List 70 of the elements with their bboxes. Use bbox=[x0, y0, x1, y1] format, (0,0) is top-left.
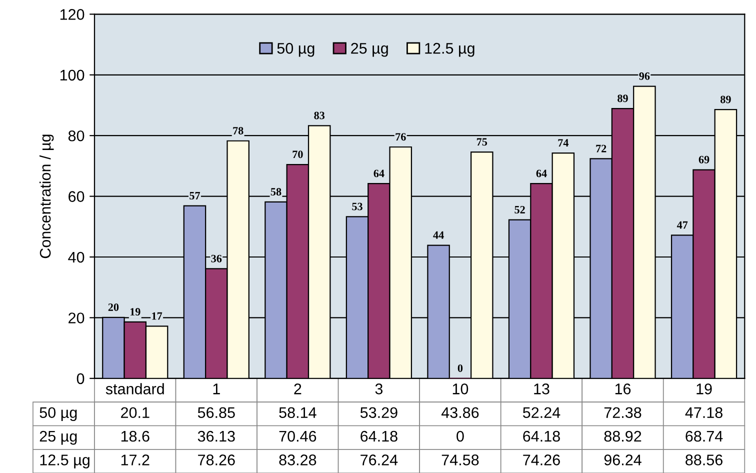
annotation: 64 bbox=[374, 170, 384, 178]
data-label: 0 bbox=[456, 430, 464, 442]
y-tick-label: 20 bbox=[68, 312, 84, 324]
data-label: 36.13 bbox=[198, 430, 235, 442]
x-tick-label: 19 bbox=[696, 384, 712, 394]
data-label: 47.18 bbox=[685, 407, 722, 418]
data-label: 76.24 bbox=[360, 454, 398, 466]
annotation: 89 bbox=[720, 96, 731, 104]
data-label: 68.74 bbox=[686, 430, 723, 442]
data-label: 88.92 bbox=[604, 430, 642, 442]
text: 25 µg bbox=[40, 430, 77, 445]
annotation: 20 bbox=[108, 303, 119, 311]
data-label: 53.29 bbox=[360, 407, 398, 418]
x-tick-label: standard bbox=[106, 383, 164, 394]
legend-label: 50 µg bbox=[277, 42, 314, 57]
y-axis-title: Concentration / µg bbox=[39, 134, 54, 258]
data-label: 64.18 bbox=[360, 430, 398, 442]
x-tick-label: 16 bbox=[615, 384, 631, 394]
x-tick-label: 10 bbox=[452, 384, 468, 394]
y-tick-label: 60 bbox=[68, 191, 84, 202]
data-label: 78.26 bbox=[198, 454, 235, 466]
y-tick-label: 40 bbox=[68, 252, 84, 263]
annotation: 19 bbox=[130, 308, 140, 316]
annotation: 75 bbox=[476, 138, 488, 146]
annotation: 44 bbox=[433, 231, 444, 239]
y-tick-label: 100 bbox=[60, 70, 84, 81]
annotation: 74 bbox=[558, 139, 569, 146]
data-label: 17.2 bbox=[121, 454, 150, 466]
y-tick-label: 0 bbox=[76, 373, 84, 384]
x-tick-label: 2 bbox=[294, 384, 302, 394]
annotation: 69 bbox=[698, 156, 710, 164]
data-label: 20.1 bbox=[121, 407, 150, 418]
data-label: 72.38 bbox=[604, 407, 642, 418]
annotation: 53 bbox=[352, 202, 362, 210]
data-label: 74.58 bbox=[442, 454, 479, 466]
annotation: 72 bbox=[596, 144, 606, 152]
data-label: 56.85 bbox=[198, 407, 235, 418]
annotation: 57 bbox=[190, 192, 200, 200]
data-label: 58.14 bbox=[279, 407, 316, 418]
data-label: 70.46 bbox=[279, 430, 316, 442]
data-label: 83.28 bbox=[279, 454, 316, 466]
x-tick-label: 1 bbox=[213, 384, 220, 394]
annotation: 36 bbox=[211, 254, 222, 262]
y-tick-label: 80 bbox=[68, 130, 84, 142]
annotation: 78 bbox=[233, 126, 244, 134]
data-label: 74.26 bbox=[523, 454, 560, 466]
x-tick-label: 3 bbox=[375, 384, 383, 394]
y-tick-label: 120 bbox=[60, 9, 84, 20]
annotation: 0 bbox=[458, 364, 463, 372]
data-label: 18.6 bbox=[121, 430, 150, 442]
annotation: 96 bbox=[639, 72, 650, 80]
data-label: 88.56 bbox=[686, 454, 722, 466]
data-label: 96.24 bbox=[604, 454, 642, 466]
data-label: 43.86 bbox=[441, 407, 479, 418]
annotation: 58 bbox=[270, 188, 282, 196]
data-label: 64.18 bbox=[523, 430, 560, 442]
legend-label: 25 µg bbox=[351, 42, 388, 57]
legend-label: 12.5 µg bbox=[425, 42, 474, 57]
x-tick-label: 13 bbox=[534, 384, 550, 394]
annotation: 76 bbox=[396, 133, 406, 141]
text: 50 µg bbox=[40, 407, 77, 422]
annotation: 47 bbox=[676, 221, 688, 229]
annotation: 17 bbox=[152, 312, 162, 320]
text: 12.5 µg bbox=[40, 454, 90, 468]
data-label: 52.24 bbox=[522, 407, 560, 418]
annotation: 89 bbox=[618, 94, 628, 102]
annotation: 70 bbox=[292, 150, 303, 158]
annotation: 83 bbox=[314, 112, 325, 120]
annotation: 52 bbox=[514, 206, 525, 214]
annotation: 64 bbox=[536, 170, 547, 178]
